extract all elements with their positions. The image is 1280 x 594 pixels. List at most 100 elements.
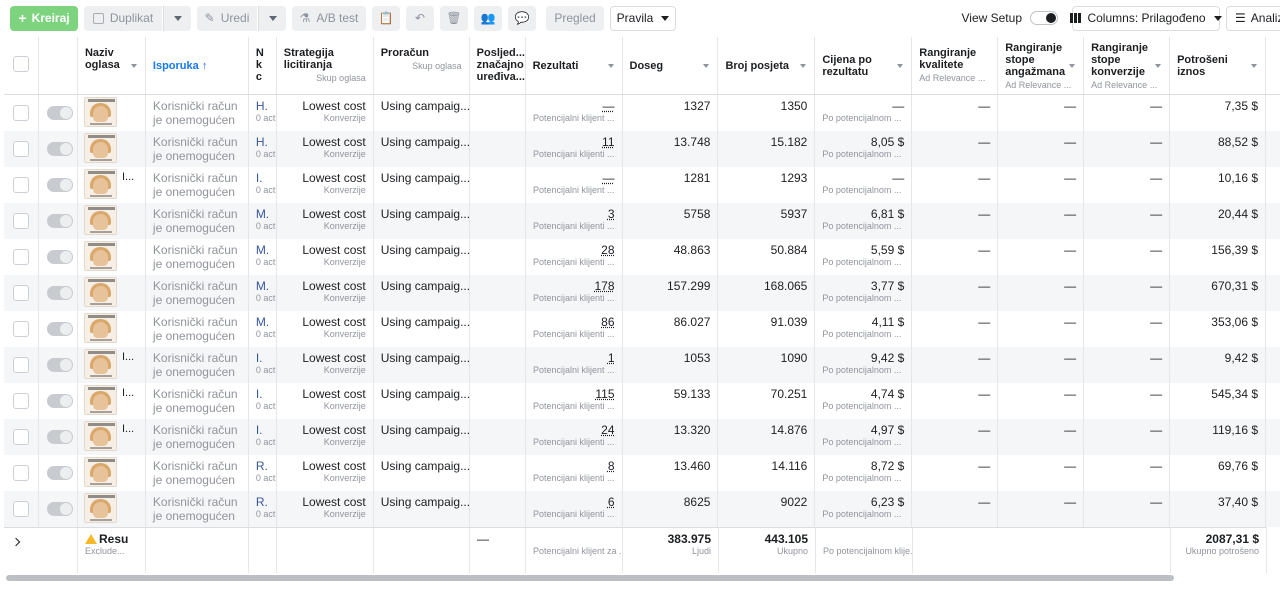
create-button[interactable]: + Kreiraj (10, 6, 78, 31)
columns-button[interactable]: Columns: Prilagođeno (1072, 6, 1220, 31)
table-row[interactable]: Korisnički račun je onemogućen R. 0 act … (4, 455, 1280, 491)
duplicate-button[interactable]: Duplikat (84, 6, 162, 31)
table-row[interactable]: Korisnički račun je onemogućen M. 0 act … (4, 203, 1280, 239)
ad-status-toggle[interactable] (47, 286, 73, 300)
results-cell: — Potencijalni klijent ... (526, 167, 623, 203)
summary-cpr: Po potencijalnom klije... (816, 527, 913, 573)
ad-name[interactable]: I... (122, 351, 134, 379)
ad-link[interactable]: M. (256, 279, 269, 293)
row-checkbox[interactable] (13, 285, 29, 301)
duplicate-dropdown-button[interactable] (163, 6, 191, 31)
view-setup[interactable]: View Setup (962, 11, 1059, 25)
row-checkbox[interactable] (13, 321, 29, 337)
ad-link[interactable]: I. (256, 171, 263, 185)
ad-status-toggle[interactable] (47, 358, 73, 372)
visits-cell: 14.116 (718, 455, 815, 491)
ad-link[interactable]: I. (256, 387, 263, 401)
visits-cell: 1350 (718, 95, 815, 131)
spent-cell: 119,16 $ (1170, 419, 1266, 455)
plus-icon: + (18, 12, 26, 24)
table-row[interactable]: Korisnički račun je onemogućen M. 0 act … (4, 275, 1280, 311)
col-visits[interactable]: Broj posjeta (718, 37, 815, 95)
col-last-edit[interactable]: Posljed... značajno uređiva... (470, 37, 526, 95)
row-checkbox[interactable] (13, 249, 29, 265)
row-checkbox[interactable] (13, 429, 29, 445)
col-engagement-rank[interactable]: Rangiranje stope angažmana Ad Relevance … (998, 37, 1084, 95)
ad-link[interactable]: M. (256, 207, 269, 221)
table-row[interactable]: I... Korisnički račun je onemogućen I. 0… (4, 167, 1280, 203)
ad-status-toggle[interactable] (47, 466, 73, 480)
ad-status-toggle[interactable] (47, 214, 73, 228)
quality-rank-cell: — (912, 383, 998, 419)
table-row[interactable]: Korisnički račun je onemogućen H. 0 act … (4, 131, 1280, 167)
col-quality-rank[interactable]: Rangiranje kvalitete Ad Relevance ... (912, 37, 998, 95)
audience-button[interactable]: 👥 (474, 6, 502, 31)
row-checkbox[interactable] (13, 213, 29, 229)
ad-name[interactable]: I... (122, 171, 134, 199)
ad-status-toggle[interactable] (47, 322, 73, 336)
table-row[interactable]: I... Korisnički račun je onemogućen I. 0… (4, 419, 1280, 455)
col-reach[interactable]: Doseg (623, 37, 719, 95)
ad-status-toggle[interactable] (47, 394, 73, 408)
delete-button[interactable]: 🗑 (440, 6, 468, 31)
row-checkbox[interactable] (13, 465, 29, 481)
ad-status-toggle[interactable] (47, 106, 73, 120)
col-narrow[interactable]: N k c (249, 37, 277, 95)
col-cost-per-result[interactable]: Cijena po rezultatu (815, 37, 912, 95)
col-conversion-rank[interactable]: Rangiranje stope konverzije Ad Relevance… (1084, 37, 1170, 95)
ad-link[interactable]: I. (256, 351, 263, 365)
visits-cell: 91.039 (718, 311, 815, 347)
ad-status-toggle[interactable] (47, 142, 73, 156)
preview-button[interactable]: Pregled (546, 6, 604, 31)
chevron-down-icon (269, 16, 277, 21)
row-checkbox[interactable] (13, 393, 29, 409)
row-checkbox[interactable] (13, 141, 29, 157)
table-row[interactable]: Korisnički račun je onemogućen R. 0 act … (4, 491, 1280, 527)
rules-button[interactable]: Pravila (610, 6, 676, 31)
ad-link[interactable]: I. (256, 423, 263, 437)
ad-thumbnail (84, 313, 117, 343)
table-row[interactable]: I... Korisnički račun je onemogućen I. 0… (4, 347, 1280, 383)
col-budget[interactable]: Proračun Skup oglasa (374, 37, 470, 95)
row-checkbox[interactable] (13, 177, 29, 193)
ad-link[interactable]: R. (256, 459, 268, 473)
col-name[interactable]: Naziv oglasa (78, 37, 146, 95)
ad-link[interactable]: M. (256, 315, 269, 329)
table-row[interactable]: I... Korisnički račun je onemogućen I. 0… (4, 383, 1280, 419)
results-cell: — Potencijalni klijent ... (526, 95, 623, 131)
ad-link[interactable]: H. (256, 135, 268, 149)
horizontal-scrollbar[interactable] (6, 575, 1174, 581)
ad-status-toggle[interactable] (47, 250, 73, 264)
undo-button[interactable]: ↶ (406, 6, 434, 31)
ad-status-toggle[interactable] (47, 430, 73, 444)
ad-link[interactable]: M. (256, 243, 269, 257)
row-checkbox[interactable] (13, 105, 29, 121)
visits-cell: 50.884 (718, 239, 815, 275)
spent-cell: 670,31 $ (1170, 275, 1266, 311)
table-row[interactable]: Korisnički račun je onemogućen M. 0 act … (4, 311, 1280, 347)
col-bid-strategy[interactable]: Strategija licitiranja Skup oglasa (277, 37, 374, 95)
ad-name[interactable]: I... (122, 387, 134, 415)
edit-dropdown-button[interactable] (258, 6, 286, 31)
expand-icon[interactable] (12, 538, 20, 546)
col-spent[interactable]: Potrošeni iznos (1170, 37, 1266, 95)
col-delivery[interactable]: Isporuka ↑ (146, 37, 249, 95)
comment-button[interactable]: 💬 (508, 6, 536, 31)
row-checkbox[interactable] (13, 501, 29, 517)
view-setup-toggle[interactable] (1030, 11, 1058, 25)
ab-test-button[interactable]: ⚗ A/B test (292, 6, 366, 31)
table-row[interactable]: Korisnički račun je onemogućen M. 0 act … (4, 239, 1280, 275)
row-checkbox[interactable] (13, 357, 29, 373)
col-results[interactable]: Rezultati (526, 37, 623, 95)
clipboard-button[interactable]: 📋 (372, 6, 400, 31)
pencil-icon: ✎ (205, 11, 215, 25)
ad-link[interactable]: R. (256, 495, 268, 509)
ad-link[interactable]: H. (256, 99, 268, 113)
analyze-button[interactable]: ☰ Analiza (1226, 6, 1280, 31)
table-row[interactable]: Korisnički račun je onemogućen H. 0 act … (4, 95, 1280, 131)
ad-status-toggle[interactable] (47, 178, 73, 192)
ad-status-toggle[interactable] (47, 502, 73, 516)
edit-button[interactable]: ✎ Uredi (197, 6, 257, 31)
select-all-checkbox[interactable] (13, 56, 29, 72)
ad-name[interactable]: I... (122, 423, 134, 451)
